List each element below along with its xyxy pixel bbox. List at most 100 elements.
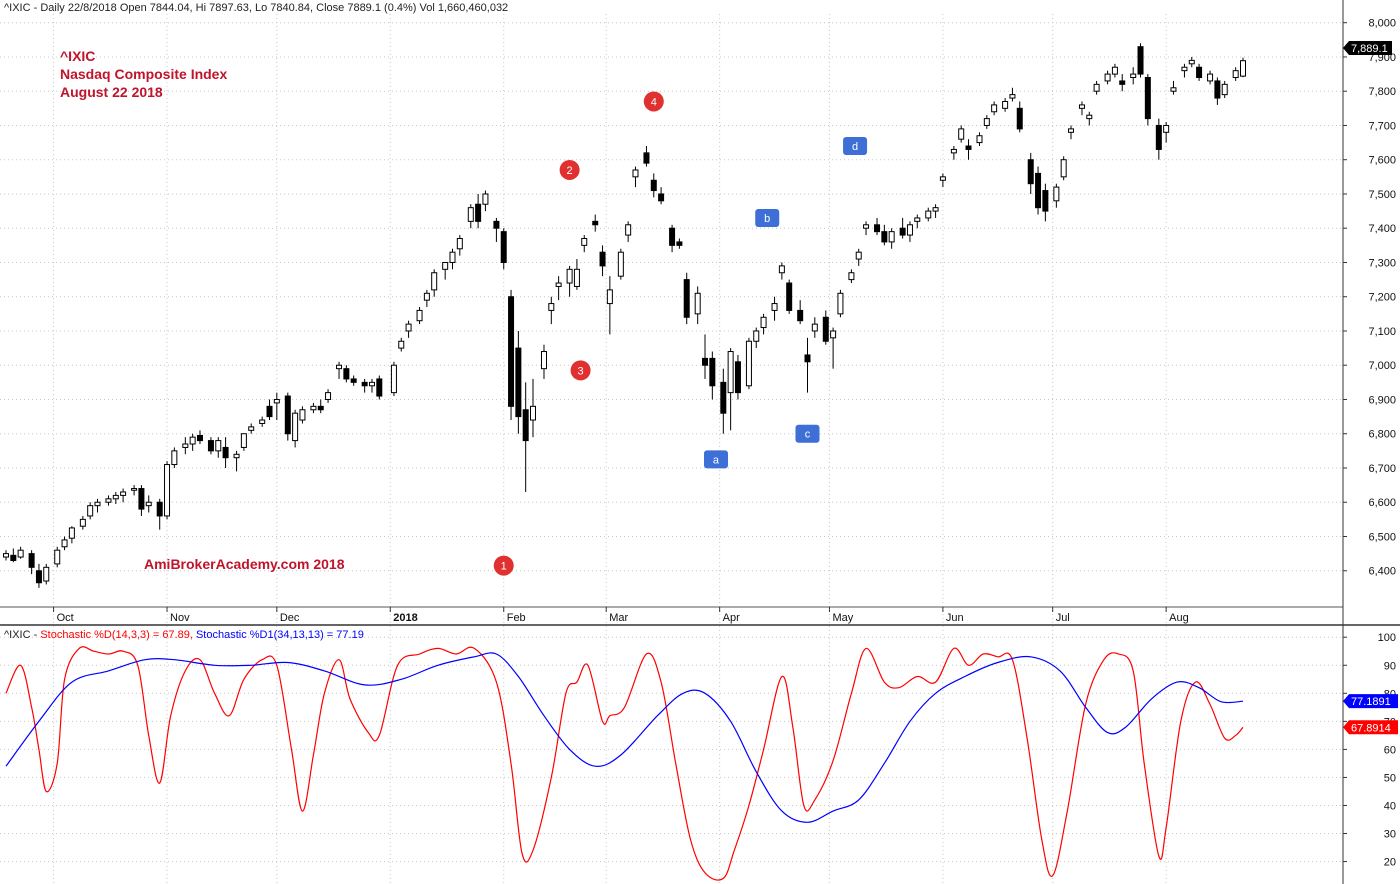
candle-up — [1181, 66, 1188, 72]
month-label: Mar — [609, 612, 628, 624]
month-label: Aug — [1169, 612, 1189, 624]
candle-up — [390, 364, 397, 394]
candle-down — [650, 179, 657, 192]
last-price-tag-bg — [1343, 41, 1392, 55]
price-y-tick-label: 7,600 — [1368, 155, 1396, 167]
month-label: Apr — [723, 612, 740, 624]
candle-up — [837, 292, 844, 315]
candle-down — [515, 347, 522, 418]
month-label: Jul — [1056, 612, 1070, 624]
stoch-y-tick-label: 100 — [1378, 632, 1396, 644]
candle-up — [1002, 100, 1009, 109]
candle-up — [811, 323, 818, 332]
wave-marker-circle — [643, 91, 664, 112]
candle-up — [950, 148, 957, 154]
candle-up — [1009, 94, 1016, 99]
candle-down — [1016, 107, 1023, 130]
candle-down — [317, 405, 324, 411]
candle-up — [61, 539, 68, 548]
candle-down — [709, 357, 716, 387]
price-y-tick-label: 7,300 — [1368, 257, 1396, 269]
last-price-tag: 7,889.1 — [1343, 41, 1392, 55]
candle-up — [1093, 83, 1100, 92]
candle-up — [745, 340, 752, 387]
axis-labels: 6,400 6,500 6,600 6,700 6,800 6,900 7,000 7,100… — [53, 18, 1396, 869]
wave-marker-a[interactable]: a — [703, 450, 728, 469]
candle-down — [156, 501, 163, 517]
candle-up — [3, 553, 9, 558]
stoch-slow-last-label: 77.1891 — [1351, 696, 1391, 708]
candle-up — [416, 309, 423, 322]
candle-down — [1119, 80, 1126, 85]
candle-down — [1214, 80, 1221, 99]
candle-up — [1104, 73, 1111, 82]
candle-up — [1053, 186, 1060, 202]
candle-down — [522, 409, 529, 442]
candle-up — [182, 443, 189, 448]
candle-down — [658, 193, 665, 202]
candle-up — [760, 316, 767, 329]
wave-marker-label: 4 — [651, 96, 657, 108]
candle-up — [925, 210, 932, 219]
price-y-tick-label: 7,500 — [1368, 189, 1396, 201]
candle-up — [120, 491, 127, 496]
wave-marker-2[interactable]: 2 — [559, 159, 580, 180]
wave-marker-label: 2 — [567, 165, 573, 177]
price-y-tick-label: 7,200 — [1368, 292, 1396, 304]
candle-down — [822, 316, 829, 342]
stoch-header: ^IXIC - Stochastic %D(14,3,3) = 67.89, S… — [4, 629, 364, 641]
candle-up — [449, 251, 456, 263]
candle-down — [1027, 159, 1034, 185]
stoch-fast-legend: Stochastic %D(14,3,3) = 67.89, — [40, 629, 193, 641]
candle-up — [68, 527, 75, 539]
candle-up — [405, 323, 412, 332]
price-y-tick-label: 6,600 — [1368, 497, 1396, 509]
wave-marker-c[interactable]: c — [795, 424, 820, 443]
candle-down — [493, 220, 500, 229]
stoch-fast-last-tag: 67.8914 — [1343, 720, 1398, 735]
wave-marker-circle — [493, 555, 514, 576]
candle-up — [43, 566, 50, 582]
candle-up — [855, 251, 862, 260]
candle-up — [1221, 83, 1228, 96]
candle-down — [881, 231, 888, 243]
wave-marker-label: d — [852, 141, 858, 153]
wave-marker-box — [843, 137, 868, 156]
price-y-tick-label: 6,400 — [1368, 566, 1396, 578]
candle-up — [625, 224, 632, 236]
month-label: May — [832, 612, 853, 624]
candle-up — [1067, 128, 1074, 133]
candle-up — [368, 381, 375, 387]
candle-down — [676, 241, 683, 246]
stoch-fast-last-label: 67.8914 — [1351, 722, 1391, 734]
candle-up — [863, 224, 870, 229]
candle-down — [343, 368, 350, 380]
candle-up — [87, 505, 94, 517]
candle-down — [207, 440, 214, 452]
candle-up — [299, 409, 306, 421]
candle-up — [1060, 159, 1067, 178]
candle-down — [786, 282, 793, 311]
price-y-tick-label: 7,400 — [1368, 223, 1396, 235]
price-y-tick-label: 6,700 — [1368, 463, 1396, 475]
candle-up — [581, 237, 588, 246]
candle-down — [874, 224, 881, 233]
wave-marker-4[interactable]: 4 — [643, 91, 664, 112]
candle-up — [1232, 70, 1239, 79]
candle-up — [1170, 87, 1177, 92]
candle-up — [1207, 73, 1214, 82]
candle-up — [991, 104, 998, 113]
wave-marker-d[interactable]: d — [843, 137, 868, 156]
month-label: Nov — [170, 612, 190, 624]
wave-marker-b[interactable]: b — [755, 208, 780, 227]
candle-up — [292, 412, 299, 442]
wave-marker-1[interactable]: 1 — [493, 555, 514, 576]
wave-marker-3[interactable]: 3 — [570, 360, 591, 381]
stoch-slow-last-tag: 77.1891 — [1343, 694, 1398, 709]
price-y-tick-label: 7,800 — [1368, 86, 1396, 98]
candle-down — [1137, 46, 1144, 75]
month-label: Jun — [946, 612, 964, 624]
wave-markers[interactable]: 1 2 3 4 a b c d — [493, 91, 868, 576]
